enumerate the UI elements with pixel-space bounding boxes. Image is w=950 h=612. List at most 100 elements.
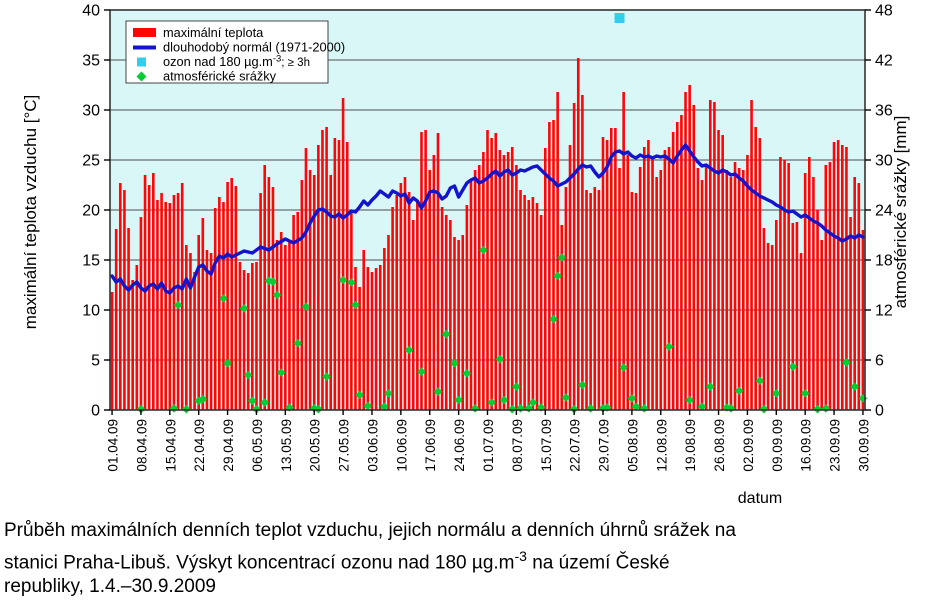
temp-bar bbox=[614, 128, 617, 410]
precip-diamond bbox=[136, 404, 146, 414]
temp-bar bbox=[812, 177, 815, 410]
temp-bar bbox=[795, 222, 799, 410]
x-tick-label: 17.06.09 bbox=[423, 419, 438, 472]
temp-bar bbox=[552, 120, 555, 410]
temp-bar bbox=[746, 155, 749, 410]
precip-diamond bbox=[507, 404, 517, 414]
precip-diamond bbox=[850, 382, 859, 391]
temp-bar bbox=[370, 272, 374, 410]
legend-swatch-ozone bbox=[137, 57, 146, 67]
precip-diamond bbox=[433, 387, 443, 396]
precip-diamond bbox=[347, 278, 356, 287]
temp-bar bbox=[680, 115, 683, 410]
temp-bar bbox=[337, 140, 341, 410]
temp-bar bbox=[449, 220, 452, 410]
x-tick-label: 19.08.09 bbox=[683, 419, 698, 472]
temp-bar bbox=[601, 137, 605, 410]
temp-bar bbox=[284, 245, 287, 410]
temp-bar bbox=[119, 183, 122, 410]
temp-bar bbox=[659, 170, 663, 410]
precip-diamond bbox=[173, 300, 183, 310]
temp-bar bbox=[432, 155, 436, 410]
temp-bar bbox=[688, 85, 691, 410]
temp-bar bbox=[832, 142, 836, 410]
temp-bar bbox=[424, 130, 427, 410]
precip-diamond bbox=[260, 398, 270, 407]
temp-bar bbox=[304, 148, 308, 410]
temp-bar bbox=[527, 200, 531, 410]
temp-bar bbox=[275, 240, 279, 410]
x-tick-label: 13.05.09 bbox=[279, 419, 294, 472]
precip-diamond bbox=[495, 354, 505, 364]
precip-diamond bbox=[268, 277, 278, 286]
y-right-tick-label: 36 bbox=[875, 103, 893, 120]
precip-diamond bbox=[524, 404, 534, 413]
caption-line2-pre: stanici Praha-Libuš. Výskyt koncentrací … bbox=[4, 551, 515, 573]
temp-bar bbox=[110, 292, 114, 410]
ozone-marker bbox=[614, 13, 625, 23]
temp-bar bbox=[820, 240, 823, 410]
precip-diamond bbox=[338, 275, 348, 285]
temp-bar bbox=[205, 250, 209, 410]
precip-diamond bbox=[697, 402, 707, 411]
y-right-tick-label: 18 bbox=[875, 253, 893, 270]
temp-bar bbox=[770, 245, 774, 410]
legend-label-max-temp: maximální teplota bbox=[163, 25, 264, 40]
chart-caption: Průběh maximálních denních teplot vzduch… bbox=[4, 519, 948, 600]
x-tick-label: 22.04.09 bbox=[192, 419, 207, 472]
precip-diamond bbox=[450, 359, 459, 368]
y-right-tick-label: 30 bbox=[875, 153, 893, 170]
temp-bar bbox=[477, 165, 481, 410]
temp-bar bbox=[502, 155, 506, 410]
temp-bar bbox=[193, 272, 196, 410]
temp-bar bbox=[152, 173, 155, 410]
y-left-tick-label: 30 bbox=[82, 103, 100, 120]
temp-bar bbox=[647, 140, 650, 410]
precip-diamond bbox=[685, 395, 694, 405]
temp-bar bbox=[292, 215, 295, 410]
temp-bar bbox=[131, 280, 134, 410]
temp-bar bbox=[651, 160, 654, 410]
temp-bar bbox=[535, 203, 539, 410]
temp-bar bbox=[655, 177, 658, 410]
temp-bar bbox=[374, 268, 378, 410]
temp-bar bbox=[597, 190, 601, 410]
precip-diamond bbox=[384, 389, 393, 398]
temp-bar bbox=[684, 92, 687, 410]
temp-bar bbox=[824, 165, 828, 410]
x-tick-label: 23.09.09 bbox=[828, 419, 843, 472]
temp-bar bbox=[729, 177, 733, 410]
temp-bar bbox=[345, 142, 349, 410]
temp-bar bbox=[362, 250, 366, 410]
temp-bar bbox=[341, 98, 345, 410]
temp-bar bbox=[354, 267, 357, 410]
temp-bar bbox=[185, 245, 188, 410]
temp-bar bbox=[172, 195, 176, 410]
chart-svg: 0 5 10 15 20 25 30 35 40 0 6 12 18 24 30 36 42 48 01.04.09… bbox=[21, 3, 910, 508]
temp-bar bbox=[515, 165, 518, 410]
y-left-tick-label: 20 bbox=[82, 203, 100, 220]
caption-line1: Průběh maximálních denních teplot vzduch… bbox=[4, 520, 736, 541]
temp-bar bbox=[312, 175, 316, 410]
x-tick-label: 29.04.09 bbox=[221, 419, 236, 472]
temp-bar bbox=[197, 235, 201, 410]
temp-bar bbox=[783, 160, 786, 410]
temp-bar bbox=[589, 193, 592, 410]
temp-bar bbox=[857, 183, 861, 410]
temp-bar bbox=[762, 228, 766, 410]
temp-bar bbox=[325, 127, 328, 410]
temp-bar bbox=[725, 170, 729, 410]
temp-bar bbox=[300, 180, 304, 410]
legend-swatch-precip bbox=[136, 71, 147, 82]
temp-bar bbox=[779, 157, 782, 410]
y-left-tick-label: 0 bbox=[91, 403, 100, 420]
temp-bar bbox=[139, 217, 143, 410]
temp-bar bbox=[828, 162, 832, 410]
temp-bar bbox=[622, 92, 625, 410]
precip-diamond bbox=[842, 358, 851, 367]
temp-bar bbox=[461, 235, 465, 410]
temp-bar bbox=[440, 207, 444, 410]
precip-diamond bbox=[314, 404, 323, 414]
temp-bar bbox=[692, 105, 696, 410]
